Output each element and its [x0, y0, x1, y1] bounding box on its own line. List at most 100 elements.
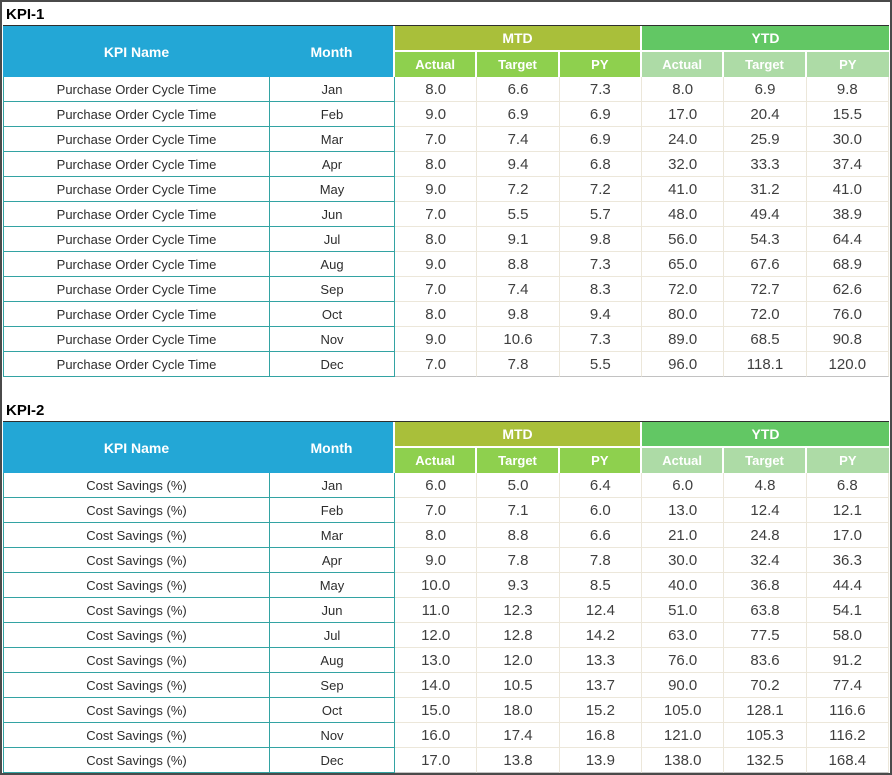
- month-cell: Dec: [270, 352, 395, 377]
- mtd-py-cell: 6.0: [559, 498, 642, 523]
- month-cell: Oct: [270, 302, 395, 327]
- mtd-py-cell: 7.3: [559, 252, 642, 277]
- mtd-actual-cell: 15.0: [395, 698, 478, 723]
- month-cell: Mar: [270, 523, 395, 548]
- ytd-target-cell: 12.4: [724, 498, 807, 523]
- mtd-target-cell: 7.4: [477, 277, 560, 302]
- mtd-actual-cell: 9.0: [395, 548, 478, 573]
- kpi-name-cell: Purchase Order Cycle Time: [3, 352, 270, 377]
- ytd-actual-cell: 105.0: [642, 698, 725, 723]
- mtd-py-cell: 7.3: [559, 327, 642, 352]
- ytd-target-cell: 72.7: [724, 277, 807, 302]
- mtd-target-cell: 6.6: [477, 77, 560, 102]
- kpi-table: KPI Name Month MTD YTD Actual Target PY …: [3, 25, 889, 377]
- mtd-actual-cell: 17.0: [395, 748, 478, 773]
- ytd-actual-cell: 41.0: [642, 177, 725, 202]
- month-cell: Jul: [270, 623, 395, 648]
- ytd-py-cell: 17.0: [806, 523, 889, 548]
- kpi-name-cell: Purchase Order Cycle Time: [3, 77, 270, 102]
- ytd-target-cell: 72.0: [724, 302, 807, 327]
- mtd-target-cell: 8.8: [477, 523, 560, 548]
- kpi-name-cell: Cost Savings (%): [3, 723, 270, 748]
- mtd-actual-cell: 8.0: [395, 77, 478, 102]
- ytd-py-cell: 68.9: [806, 252, 889, 277]
- mtd-py-cell: 5.5: [559, 352, 642, 377]
- mtd-py-cell: 9.8: [559, 227, 642, 252]
- kpi-name-cell: Cost Savings (%): [3, 748, 270, 773]
- mtd-actual-cell: 6.0: [395, 473, 478, 498]
- kpi-name-cell: Purchase Order Cycle Time: [3, 277, 270, 302]
- ytd-py-cell: 62.6: [806, 277, 889, 302]
- ytd-target-cell: 33.3: [724, 152, 807, 177]
- ytd-py-cell: 120.0: [806, 352, 889, 377]
- ytd-target-cell: 36.8: [724, 573, 807, 598]
- kpi-name-cell: Purchase Order Cycle Time: [3, 127, 270, 152]
- ytd-py-cell: 90.8: [806, 327, 889, 352]
- group-header-mtd: MTD: [395, 26, 642, 52]
- month-cell: Sep: [270, 673, 395, 698]
- mtd-actual-cell: 8.0: [395, 523, 478, 548]
- month-cell: Apr: [270, 548, 395, 573]
- ytd-py-cell: 116.6: [806, 698, 889, 723]
- kpi-name-cell: Purchase Order Cycle Time: [3, 102, 270, 127]
- month-cell: Aug: [270, 648, 395, 673]
- mtd-target-cell: 9.8: [477, 302, 560, 327]
- ytd-py-cell: 54.1: [806, 598, 889, 623]
- ytd-py-cell: 44.4: [806, 573, 889, 598]
- ytd-actual-cell: 40.0: [642, 573, 725, 598]
- month-cell: Jun: [270, 202, 395, 227]
- ytd-py-cell: 64.4: [806, 227, 889, 252]
- ytd-py-cell: 6.8: [806, 473, 889, 498]
- ytd-target-cell: 77.5: [724, 623, 807, 648]
- ytd-py-cell: 15.5: [806, 102, 889, 127]
- ytd-target-cell: 31.2: [724, 177, 807, 202]
- ytd-actual-cell: 89.0: [642, 327, 725, 352]
- column-header-kpi-name: KPI Name: [103, 43, 170, 60]
- ytd-target-cell: 83.6: [724, 648, 807, 673]
- group-header-mtd: MTD: [395, 422, 642, 448]
- subheader-ytd-actual: Actual: [642, 448, 725, 473]
- subheader-mtd-actual: Actual: [395, 52, 478, 77]
- kpi-name-cell: Purchase Order Cycle Time: [3, 252, 270, 277]
- ytd-target-cell: 54.3: [724, 227, 807, 252]
- mtd-py-cell: 9.4: [559, 302, 642, 327]
- mtd-target-cell: 12.0: [477, 648, 560, 673]
- month-cell: Aug: [270, 252, 395, 277]
- ytd-actual-cell: 63.0: [642, 623, 725, 648]
- ytd-target-cell: 118.1: [724, 352, 807, 377]
- mtd-target-cell: 8.8: [477, 252, 560, 277]
- ytd-target-cell: 25.9: [724, 127, 807, 152]
- mtd-target-cell: 5.5: [477, 202, 560, 227]
- mtd-target-cell: 17.4: [477, 723, 560, 748]
- ytd-py-cell: 58.0: [806, 623, 889, 648]
- mtd-actual-cell: 9.0: [395, 327, 478, 352]
- table-header-left: KPI Name Month: [3, 422, 395, 473]
- mtd-target-cell: 12.3: [477, 598, 560, 623]
- month-cell: Jun: [270, 598, 395, 623]
- month-cell: Jan: [270, 473, 395, 498]
- kpi-name-cell: Purchase Order Cycle Time: [3, 327, 270, 352]
- subheader-ytd-actual: Actual: [642, 52, 725, 77]
- mtd-actual-cell: 12.0: [395, 623, 478, 648]
- mtd-target-cell: 9.3: [477, 573, 560, 598]
- kpi-section-title: KPI-2: [6, 402, 45, 419]
- ytd-py-cell: 77.4: [806, 673, 889, 698]
- mtd-py-cell: 5.7: [559, 202, 642, 227]
- ytd-py-cell: 36.3: [806, 548, 889, 573]
- ytd-target-cell: 132.5: [724, 748, 807, 773]
- ytd-py-cell: 12.1: [806, 498, 889, 523]
- mtd-target-cell: 7.8: [477, 548, 560, 573]
- ytd-target-cell: 49.4: [724, 202, 807, 227]
- mtd-py-cell: 6.4: [559, 473, 642, 498]
- ytd-target-cell: 6.9: [724, 77, 807, 102]
- mtd-target-cell: 7.4: [477, 127, 560, 152]
- ytd-actual-cell: 80.0: [642, 302, 725, 327]
- mtd-actual-cell: 8.0: [395, 302, 478, 327]
- column-header-month: Month: [310, 43, 353, 60]
- month-cell: Jul: [270, 227, 395, 252]
- ytd-target-cell: 70.2: [724, 673, 807, 698]
- ytd-actual-cell: 65.0: [642, 252, 725, 277]
- ytd-actual-cell: 17.0: [642, 102, 725, 127]
- ytd-actual-cell: 21.0: [642, 523, 725, 548]
- mtd-target-cell: 9.4: [477, 152, 560, 177]
